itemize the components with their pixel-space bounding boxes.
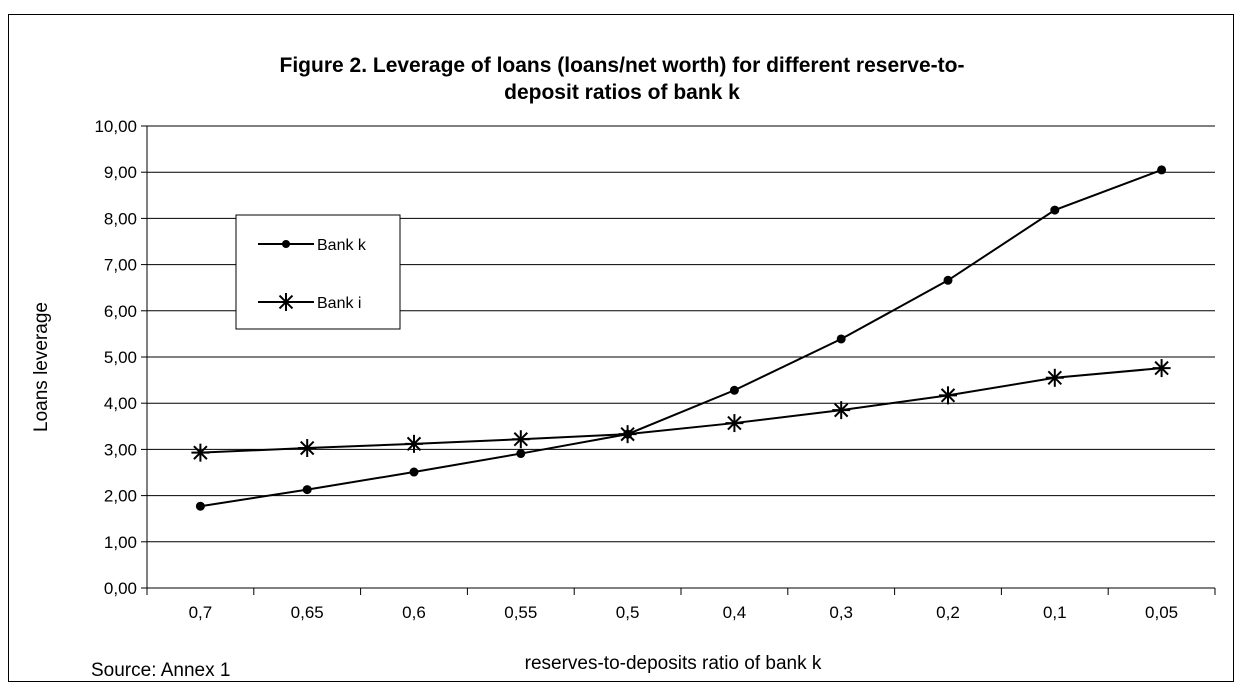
legend-label-bank-i: Bank i [317, 295, 361, 312]
legend-marker-bank-k [282, 240, 290, 248]
x-tick-label: 0,4 [723, 603, 747, 622]
x-tick-label: 0,5 [616, 603, 640, 622]
data-point-bank-i [1152, 359, 1171, 378]
asterisk-stroke [1154, 360, 1169, 376]
y-tick-label: 8,00 [104, 209, 137, 228]
line-chart: Figure 2. Leverage of loans (loans/net w… [31, 54, 1216, 681]
data-point-bank-k [1157, 165, 1167, 175]
legend-asterisk-glyph [277, 293, 295, 311]
y-tick-label: 4,00 [104, 394, 137, 413]
data-point-bank-i [298, 439, 317, 458]
x-tick-label: 0,05 [1145, 603, 1178, 622]
x-tick-label: 0,1 [1043, 603, 1067, 622]
y-tick-label: 9,00 [104, 163, 137, 182]
legend-label-bank-k: Bank k [317, 237, 367, 254]
y-tick-label: 3,00 [104, 440, 137, 459]
x-tick-label: 0,3 [829, 603, 853, 622]
legend-box [235, 214, 401, 330]
asterisk-stroke [193, 445, 208, 460]
asterisk-stroke [406, 436, 422, 452]
data-point-bank-k [943, 275, 953, 285]
data-point-bank-k [409, 467, 419, 477]
data-point-bank-k [302, 485, 312, 495]
data-point-bank-k [729, 385, 739, 395]
legend: Bank k Bank i [235, 214, 401, 330]
asterisk-stroke [940, 388, 956, 403]
asterisk-stroke [300, 440, 315, 456]
y-tick-label: 7,00 [104, 256, 137, 275]
data-point-bank-k [195, 501, 205, 511]
data-point-bank-i [725, 414, 744, 433]
data-point-bank-i [618, 425, 637, 444]
series-lines [191, 165, 1171, 511]
data-point-bank-i [832, 401, 851, 420]
chart-title-line-1: Figure 2. Leverage of loans (loans/net w… [280, 54, 965, 77]
y-tick-label: 0,00 [104, 579, 137, 598]
series-line-bank-k [200, 168, 1162, 508]
y-tick-label: 2,00 [104, 487, 137, 506]
y-axis-label: Loans leverage [31, 302, 52, 432]
chart-title-line-2: deposit ratios of bank k [504, 81, 740, 104]
data-point-bank-k [516, 449, 526, 459]
y-tick-label: 1,00 [104, 533, 137, 552]
y-tick-label: 5,00 [104, 348, 137, 367]
x-tick-label: 0,6 [402, 603, 426, 622]
data-point-bank-i [405, 434, 423, 453]
x-axis-label: reserves-to-deposits ratio of bank k [525, 653, 822, 674]
gridlines [147, 125, 1215, 543]
data-point-bank-i [939, 386, 957, 405]
data-point-bank-i [1045, 368, 1064, 387]
asterisk-stroke [278, 294, 294, 310]
data-point-bank-k [836, 334, 846, 344]
asterisk-stroke [1047, 370, 1062, 385]
chart-frame: Figure 2. Leverage of loans (loans/net w… [8, 14, 1234, 682]
y-tick-labels: 0,00 1,00 2,00 3,00 4,00 5,00 6,00 7,00 8,00 9,00… [94, 117, 137, 598]
y-tick-label: 10,00 [94, 117, 137, 136]
x-tick-label: 0,7 [189, 603, 213, 622]
x-tick-labels: 0,7 0,65 0,6 0,55 0,5 0,4 0,3 0,2 0,1 0,05 [189, 603, 1179, 622]
axes [141, 125, 1216, 595]
data-point-bank-i [191, 443, 210, 462]
source-note: Source: Annex 1 [91, 660, 230, 681]
asterisk-stroke [620, 426, 635, 442]
asterisk-stroke [727, 415, 742, 431]
asterisk-stroke [834, 402, 849, 418]
data-point-bank-i [511, 430, 530, 449]
series-line-bank-i [200, 367, 1162, 454]
legend-marker-bank-i [277, 293, 295, 311]
asterisk-stroke [513, 432, 528, 447]
data-point-bank-k [1050, 205, 1060, 215]
x-tick-label: 0,55 [504, 603, 537, 622]
y-tick-label: 6,00 [104, 302, 137, 321]
x-tick-label: 0,65 [291, 603, 324, 622]
x-tick-label: 0,2 [936, 603, 960, 622]
